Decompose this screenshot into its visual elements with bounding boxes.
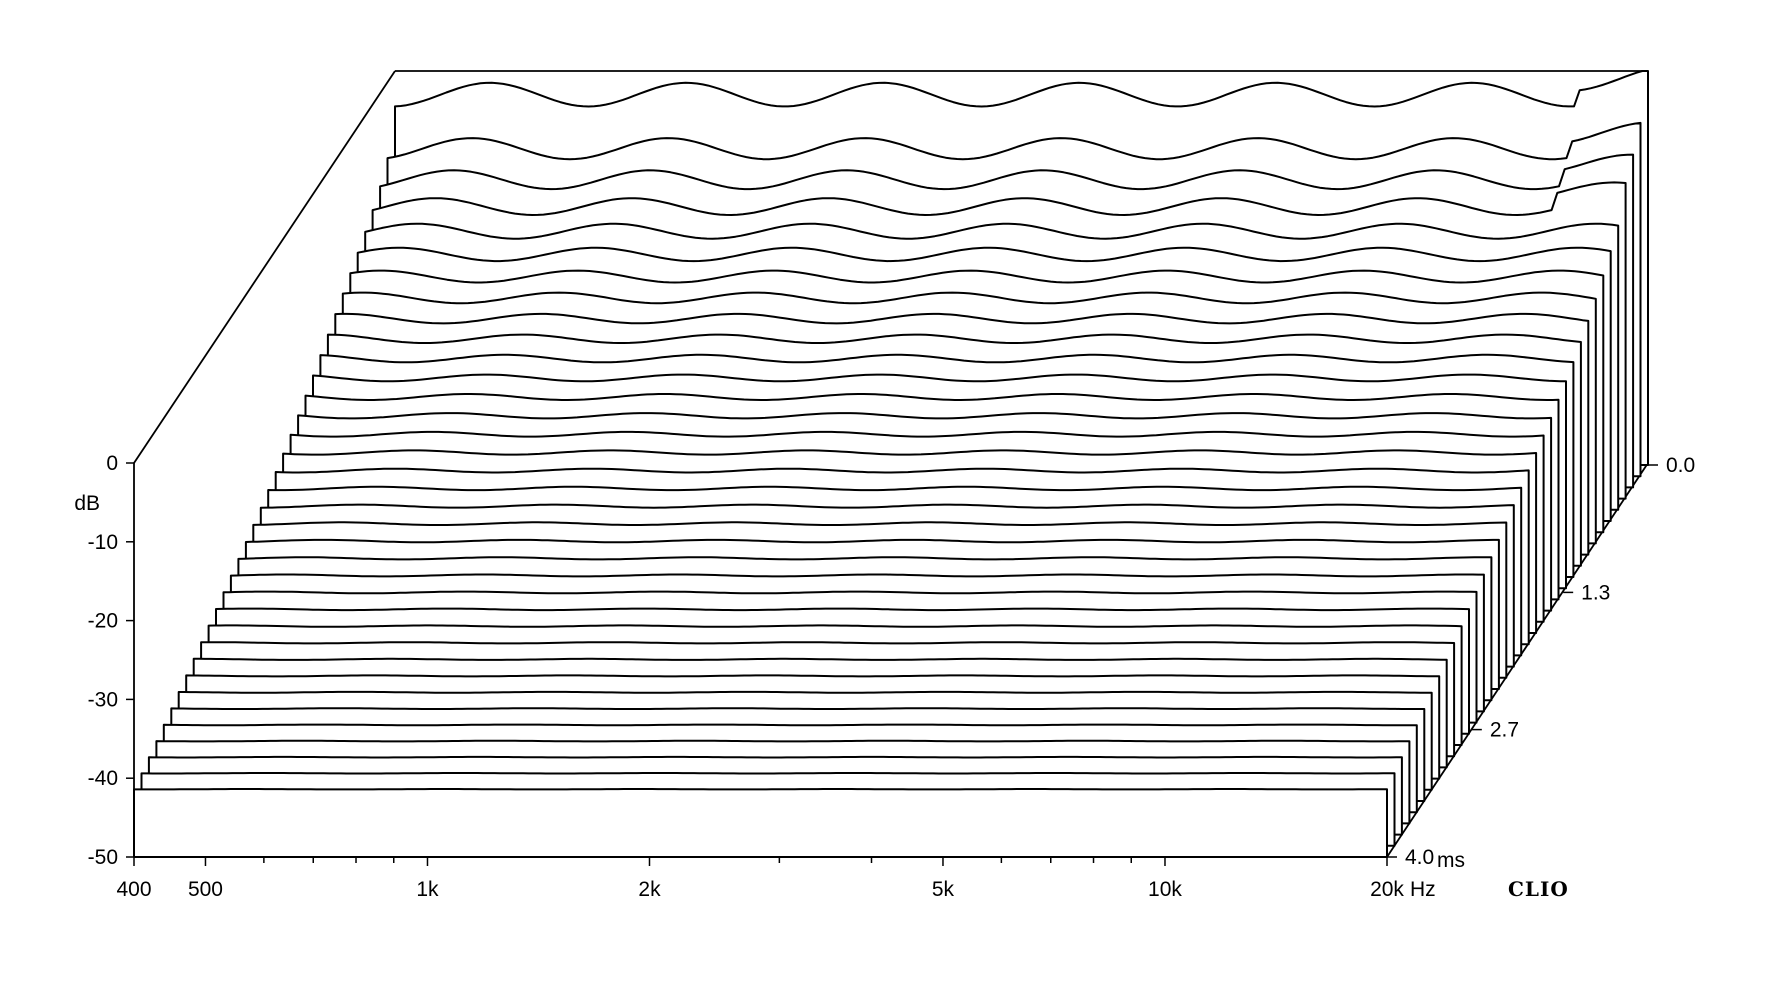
y-tick-label: -30 xyxy=(88,688,118,711)
clio-brand-label: CLIO xyxy=(1508,877,1569,901)
y-tick-label: 0 xyxy=(106,452,118,475)
x-tick-label: 500 xyxy=(188,878,223,901)
x-tick-label: 20k xyxy=(1370,878,1404,901)
z-axis: 0.0 1.3 2.7 4.0 xyxy=(1387,454,1695,869)
z-tick-label: 0.0 xyxy=(1666,454,1695,477)
z-tick-label: 1.3 xyxy=(1581,581,1610,604)
y-tick-label: -10 xyxy=(88,531,118,554)
frame-right-diagonal-bottom xyxy=(1386,462,1649,858)
y-axis: 0 -10 -20 -30 -40 -50 xyxy=(88,452,134,869)
x-tick-label: 2k xyxy=(638,878,661,901)
x-tick-label: 5k xyxy=(932,878,955,901)
z-tick-label: 4.0 xyxy=(1405,846,1434,869)
y-tick-label: -50 xyxy=(88,846,118,869)
x-tick-label: 10k xyxy=(1148,878,1182,901)
y-tick-label: -20 xyxy=(88,610,118,633)
waterfall-slices xyxy=(133,70,1649,858)
x-axis: 400 500 1k 2k 5k 10k 20k xyxy=(116,857,1404,901)
y-axis-unit: dB xyxy=(74,492,100,515)
x-tick-label: 1k xyxy=(416,878,439,901)
x-tick-label: 400 xyxy=(116,878,151,901)
x-axis-unit: Hz xyxy=(1410,878,1436,901)
waterfall-slice xyxy=(133,788,1388,858)
z-tick-label: 2.7 xyxy=(1490,719,1519,742)
z-axis-unit: ms xyxy=(1437,849,1465,872)
y-tick-label: -40 xyxy=(88,767,118,790)
frame-back-left-diagonal xyxy=(133,70,396,464)
